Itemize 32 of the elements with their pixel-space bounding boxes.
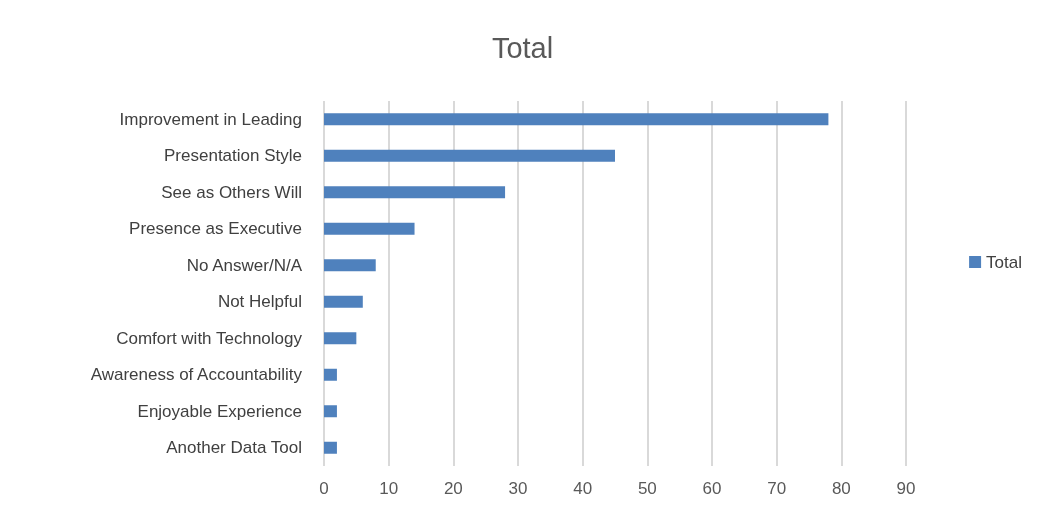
- bar: [324, 332, 357, 345]
- y-tick-label: Presentation Style: [164, 146, 302, 166]
- bar: [324, 186, 506, 199]
- y-tick-label: Improvement in Leading: [119, 109, 302, 129]
- bar: [324, 259, 376, 272]
- bar: [324, 368, 337, 381]
- y-tick-label: Comfort with Technology: [116, 328, 303, 348]
- chart-title: Total: [491, 31, 554, 64]
- x-tick-label: 0: [319, 479, 329, 498]
- x-tick-label: 50: [637, 479, 657, 498]
- y-tick-label: Enjoyable Experience: [137, 401, 302, 421]
- y-tick-label: Presence as Executive: [129, 219, 302, 239]
- x-tick-label: 40: [573, 479, 593, 498]
- y-tick-label: No Answer/N/A: [186, 255, 303, 275]
- x-tick-label: 10: [379, 479, 399, 498]
- x-tick-label: 20: [443, 479, 463, 498]
- bar: [324, 113, 829, 126]
- bar: [324, 149, 615, 162]
- y-tick-label: Another Data Tool: [166, 438, 302, 458]
- y-tick-label: See as Others Will: [161, 182, 302, 202]
- legend-label: Total: [986, 252, 1023, 272]
- x-tick-label: 70: [767, 479, 787, 498]
- x-tick-label: 60: [702, 479, 722, 498]
- bar: [324, 295, 363, 308]
- y-tick-label: Not Helpful: [217, 292, 302, 312]
- x-tick-label: 90: [896, 479, 916, 498]
- bar: [324, 222, 415, 235]
- x-tick-label: 30: [508, 479, 528, 498]
- x-tick-label: 80: [831, 479, 851, 498]
- bar: [324, 405, 337, 418]
- y-tick-label: Awareness of Accountability: [90, 365, 303, 385]
- bar: [324, 441, 337, 454]
